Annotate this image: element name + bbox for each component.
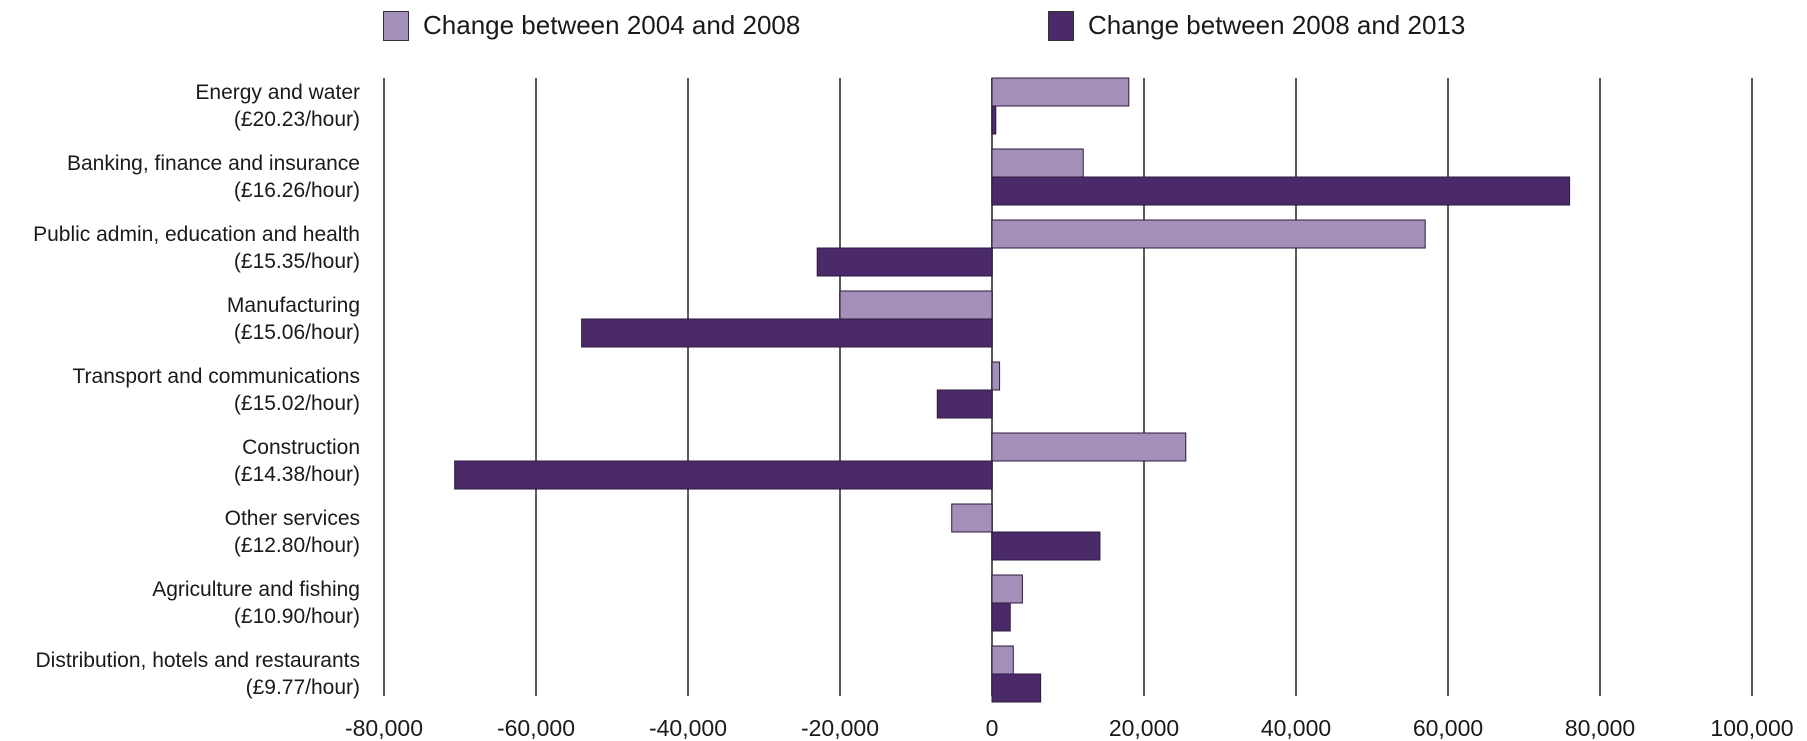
category-label: (£10.90/hour) bbox=[234, 605, 360, 628]
bar-2004-2008 bbox=[991, 219, 1426, 249]
x-tick-label: 40,000 bbox=[1261, 715, 1331, 741]
bar-2004-2008 bbox=[991, 574, 1023, 604]
x-tick-label: 80,000 bbox=[1565, 715, 1635, 741]
x-tick-label: 60,000 bbox=[1413, 715, 1483, 741]
category-label: (£12.80/hour) bbox=[234, 534, 360, 557]
bar-2008-2013 bbox=[936, 389, 993, 419]
bar-2004-2008 bbox=[991, 645, 1014, 675]
bar-2004-2008 bbox=[991, 148, 1084, 178]
legend-item-2008-2013: Change between 2008 and 2013 bbox=[1048, 10, 1465, 41]
x-tick-label: -40,000 bbox=[649, 715, 727, 741]
category-label: (£15.35/hour) bbox=[234, 250, 360, 273]
category-label: Energy and water bbox=[195, 81, 360, 104]
legend-label-2008-2013: Change between 2008 and 2013 bbox=[1088, 10, 1466, 40]
category-label: Manufacturing bbox=[227, 294, 360, 317]
category-label: (£16.26/hour) bbox=[234, 179, 360, 202]
x-tick-label: -20,000 bbox=[801, 715, 879, 741]
category-label: (£14.38/hour) bbox=[234, 463, 360, 486]
bar-2008-2013 bbox=[454, 460, 993, 490]
category-label: Agriculture and fishing bbox=[152, 578, 360, 601]
legend-swatch-2004-2008 bbox=[383, 10, 409, 41]
legend-item-2004-2008: Change between 2004 and 2008 bbox=[383, 10, 800, 41]
category-label: (£9.77/hour) bbox=[246, 676, 360, 699]
bar-2004-2008 bbox=[839, 290, 993, 320]
x-tick-label: 20,000 bbox=[1109, 715, 1179, 741]
x-tick-label: -60,000 bbox=[497, 715, 575, 741]
category-label: Banking, finance and insurance bbox=[67, 152, 360, 175]
bar-2008-2013 bbox=[991, 602, 1011, 632]
bar-2008-2013 bbox=[816, 247, 993, 277]
category-label: Other services bbox=[225, 507, 360, 530]
bar-2004-2008 bbox=[991, 432, 1187, 462]
category-label: Transport and communications bbox=[72, 365, 360, 388]
bar-2008-2013 bbox=[991, 673, 1042, 703]
bar-2004-2008 bbox=[951, 503, 993, 533]
category-label: Distribution, hotels and restaurants bbox=[35, 649, 360, 672]
category-label: Public admin, education and health bbox=[33, 223, 360, 246]
legend: Change between 2004 and 2008 Change betw… bbox=[0, 6, 1807, 50]
category-label: (£15.02/hour) bbox=[234, 392, 360, 415]
bar-2008-2013 bbox=[581, 318, 993, 348]
x-tick-label: 0 bbox=[986, 715, 999, 741]
bar-2008-2013 bbox=[991, 176, 1571, 206]
bar-2008-2013 bbox=[991, 531, 1101, 561]
x-tick-label: -80,000 bbox=[345, 715, 423, 741]
category-label: (£15.06/hour) bbox=[234, 321, 360, 344]
category-label: Construction bbox=[242, 436, 360, 459]
bar-2008-2013 bbox=[991, 105, 997, 135]
x-tick-label: 100,000 bbox=[1710, 715, 1793, 741]
legend-label-2004-2008: Change between 2004 and 2008 bbox=[423, 10, 801, 40]
category-label: (£20.23/hour) bbox=[234, 108, 360, 131]
bar-2004-2008 bbox=[991, 361, 1001, 391]
bar-2004-2008 bbox=[991, 77, 1130, 107]
legend-swatch-2008-2013 bbox=[1048, 10, 1074, 41]
